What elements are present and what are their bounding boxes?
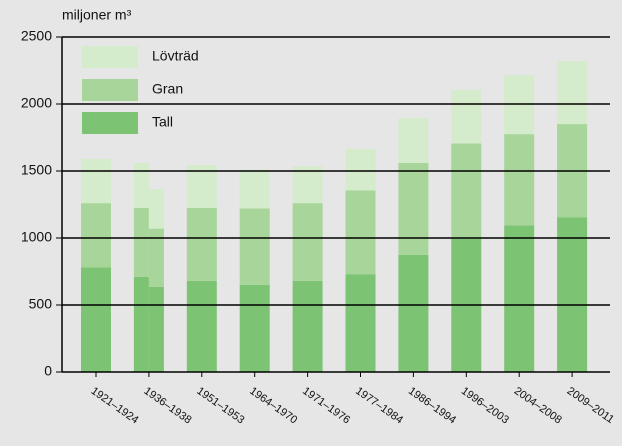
bar-segment <box>398 118 429 163</box>
bar-segment <box>345 148 376 191</box>
bar-segment <box>81 267 111 372</box>
bar-segment <box>148 228 164 287</box>
bar-segment <box>148 189 164 229</box>
y-tick-label: 2000 <box>21 95 52 111</box>
y-tick-label: 1000 <box>21 229 52 245</box>
legend-swatch <box>82 46 138 68</box>
bar-segment <box>398 254 429 372</box>
bar-segment <box>345 274 376 372</box>
bar-segment <box>81 203 111 268</box>
bar-segment <box>186 207 217 281</box>
bar-segment <box>239 169 270 209</box>
bar-segment <box>81 158 111 204</box>
bar-segment <box>345 190 376 275</box>
y-tick-label: 500 <box>29 296 53 312</box>
bar-segment <box>239 284 270 372</box>
bar-segment <box>398 162 429 255</box>
bar-segment <box>292 280 323 372</box>
y-axis-label: miljoner m³ <box>62 7 132 23</box>
bar-segment <box>186 164 217 208</box>
legend-label: Gran <box>152 81 183 97</box>
y-tick-label: 1500 <box>21 162 52 178</box>
bar-segment <box>292 203 323 281</box>
bar-segment <box>186 280 217 372</box>
bar-segment <box>504 134 535 226</box>
bar-segment <box>451 89 482 144</box>
legend-label: Lövträd <box>152 48 199 64</box>
bar-segment <box>133 207 149 277</box>
bar-segment <box>133 276 149 372</box>
bar-segment <box>292 166 323 204</box>
legend-label: Tall <box>152 114 173 130</box>
bar-segment <box>451 143 482 239</box>
y-tick-label: 2500 <box>21 28 52 44</box>
legend-swatch <box>82 79 138 101</box>
legend-swatch <box>82 112 138 134</box>
bar-segment <box>239 208 270 285</box>
y-tick-label: 0 <box>44 363 52 379</box>
bar-segment <box>504 225 535 372</box>
bar-segment <box>133 162 149 208</box>
bar-segment <box>557 61 588 125</box>
bar-segment <box>148 286 164 372</box>
bar-segment <box>557 217 588 372</box>
